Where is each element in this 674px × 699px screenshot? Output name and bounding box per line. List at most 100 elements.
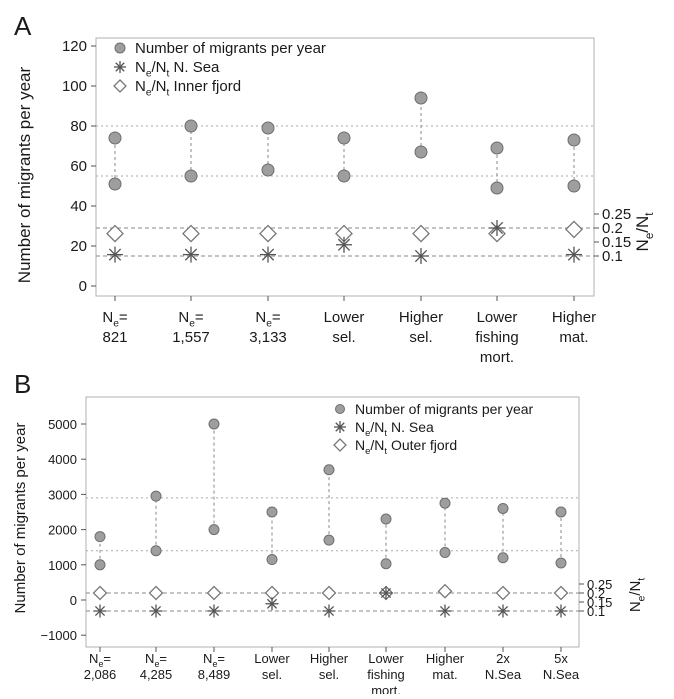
ratio-fjord-point <box>437 583 453 599</box>
migrant-high-point <box>108 131 122 145</box>
text-span: Number of migrants per year <box>355 401 534 417</box>
text-span: /N <box>627 581 644 596</box>
legend-label: Ne/Nt Outer fjord <box>355 437 457 457</box>
text-span: N <box>135 78 146 95</box>
x-tick-label: 8,489 <box>198 667 231 682</box>
text-span: N <box>355 419 365 435</box>
migrant-low-point <box>337 169 351 183</box>
migrant-high-point <box>94 531 106 543</box>
ratio-nsea-point <box>149 604 163 618</box>
y-tick-label: 3000 <box>48 487 77 502</box>
y-tick-label: 4000 <box>48 452 77 467</box>
y2-label-text: Ne/Nt <box>627 578 648 613</box>
subscript-span: t <box>384 428 387 439</box>
star-stroke <box>323 605 335 617</box>
y2-tick-label: 0.25 <box>602 206 631 223</box>
x-tick-label: Higher <box>399 309 443 326</box>
y-tick-label: −1000 <box>40 628 77 643</box>
ratio-nsea-point <box>413 248 429 264</box>
x-tick-label: sel. <box>332 329 355 346</box>
subscript-span: e <box>212 659 217 669</box>
ratio-nsea-point <box>379 586 393 600</box>
ratio-nsea-point <box>566 246 582 263</box>
subscript-span: e <box>146 88 152 99</box>
migrant-low-point <box>208 524 220 536</box>
subscript-span: e <box>637 595 648 601</box>
text-span: N <box>178 309 189 326</box>
y-tick-label: 1000 <box>48 558 77 573</box>
y-tick-label: 100 <box>62 78 87 95</box>
migrant-low-point <box>497 552 509 564</box>
subscript-span: t <box>167 69 170 80</box>
ratio-fjord-point <box>321 585 337 601</box>
migrant-high-point <box>261 121 275 135</box>
ratio-nsea-point <box>322 604 336 618</box>
legend-circle-icon <box>114 42 126 54</box>
text-span: = <box>195 309 204 326</box>
text-span: N <box>135 59 146 76</box>
star-stroke <box>261 248 275 261</box>
migrant-high-point <box>266 506 278 518</box>
star-stroke <box>380 587 392 599</box>
y-axis-label: Number of migrants per year <box>15 66 34 283</box>
x-tick-label: Ne= <box>203 651 225 669</box>
x-tick-label: Ne= <box>255 309 281 330</box>
y-tick-label: 0 <box>70 593 77 608</box>
y2-tick-label: 0.2 <box>587 586 605 601</box>
ratio-fjord-point <box>206 585 222 601</box>
y-tick-label: 20 <box>70 238 87 255</box>
subscript-span: t <box>637 578 648 581</box>
subscript-span: e <box>644 233 656 239</box>
text-span: N <box>355 437 365 453</box>
x-tick-label: 1,557 <box>172 329 210 346</box>
ratio-nsea-point <box>496 604 510 618</box>
x-tick-label: fishing <box>475 329 518 346</box>
legend-diamond-icon <box>113 79 127 93</box>
y-tick-label: 5000 <box>48 417 77 432</box>
text-span: N. Sea <box>387 419 434 435</box>
y2-tick-label: 0.2 <box>602 220 623 237</box>
migrant-low-point <box>323 534 335 546</box>
legend-label: Number of migrants per year <box>355 401 534 417</box>
x-tick-label: mat. <box>559 329 588 346</box>
migrant-high-point <box>497 502 509 514</box>
x-tick-label: Ne= <box>145 651 167 669</box>
x-tick-label: 4,285 <box>140 667 173 682</box>
subscript-span: e <box>154 659 159 669</box>
ratio-fjord-point <box>495 585 511 601</box>
text-span: N <box>255 309 266 326</box>
star-stroke <box>115 62 125 72</box>
text-span: N <box>203 651 212 666</box>
y2-tick-label: 0.25 <box>587 577 612 592</box>
ratio-fjord-point <box>148 585 164 601</box>
migrant-high-point <box>414 91 428 105</box>
x-tick-label: Higher <box>426 651 465 666</box>
y-axis-label: Number of migrants per year <box>12 423 29 614</box>
x-tick-label: sel. <box>409 329 432 346</box>
y2-axis-label: Ne/Nt <box>633 212 656 252</box>
subscript-span: e <box>365 428 370 439</box>
x-tick-label: mort. <box>480 349 514 366</box>
text-span: /N <box>370 419 384 435</box>
y2-tick-label: 0.1 <box>587 604 605 619</box>
migrant-low-point <box>261 163 275 177</box>
star-stroke <box>94 605 106 617</box>
text-span: = <box>103 651 111 666</box>
y2-axis-label: Ne/Nt <box>627 578 648 613</box>
migrant-low-point <box>555 557 567 569</box>
panel-letter: A <box>14 11 32 41</box>
x-tick-label: Lower <box>324 309 365 326</box>
x-tick-label: Ne= <box>102 309 128 330</box>
ratio-fjord-point <box>412 224 430 243</box>
y-tick-label: 120 <box>62 38 87 55</box>
migrant-low-point <box>490 181 504 195</box>
migrant-high-point <box>337 131 351 145</box>
x-tick-label: Lower <box>368 651 404 666</box>
subscript-span: t <box>384 446 387 457</box>
ratio-nsea-point <box>260 246 276 263</box>
star-stroke <box>490 221 504 235</box>
migrant-high-point <box>323 464 335 476</box>
text-span: N <box>89 651 98 666</box>
